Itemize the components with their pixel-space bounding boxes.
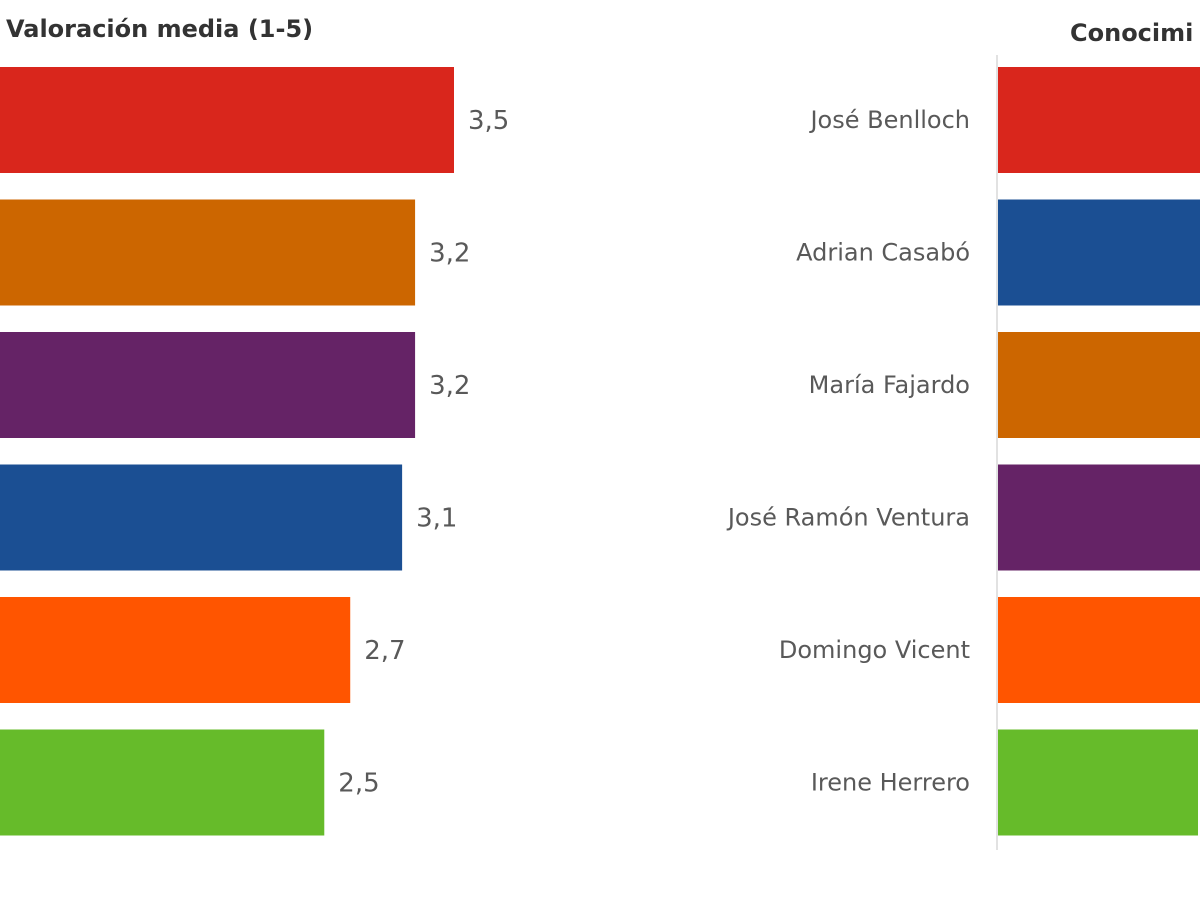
right-chart-bars: José Benlloch Adrian Casabó María Fajardo J… (726, 67, 1200, 836)
left-bar-value-label-5: 2,7 (364, 636, 405, 666)
right-bar-2 (998, 199, 1200, 306)
left-bar-value-label-4: 3,1 (416, 504, 457, 534)
left-bar-5 (0, 597, 351, 703)
left-bar-value-label-2: 3,2 (429, 239, 470, 269)
left-bar-value-label-1: 3,5 (468, 106, 509, 136)
left-bar-4 (0, 464, 403, 571)
right-bar-4 (998, 464, 1200, 571)
right-bar-1 (998, 67, 1200, 173)
left-bar-value-label-3: 3,2 (429, 371, 470, 401)
category-label-4: José Ramón Ventura (726, 504, 970, 532)
left-bar-3 (0, 332, 416, 438)
left-bar-6 (0, 729, 325, 836)
left-chart-bars: 3,5 3,2 3,2 3,1 2,7 2,5 (0, 67, 509, 836)
right-bar-3 (998, 332, 1200, 438)
category-label-1: José Benlloch (808, 106, 970, 134)
category-label-6: Irene Herrero (811, 769, 970, 797)
category-label-2: Adrian Casabó (796, 239, 970, 267)
left-bar-value-label-6: 2,5 (338, 769, 379, 799)
right-bar-6 (998, 729, 1198, 836)
left-bar-2 (0, 199, 416, 306)
left-chart-title: Valoración media (1-5) (6, 15, 313, 43)
right-chart-title: Conocimi (1070, 19, 1193, 47)
category-label-3: María Fajardo (809, 371, 970, 399)
left-bar-1 (0, 67, 454, 173)
right-bar-5 (998, 597, 1200, 703)
category-label-5: Domingo Vicent (779, 636, 970, 664)
